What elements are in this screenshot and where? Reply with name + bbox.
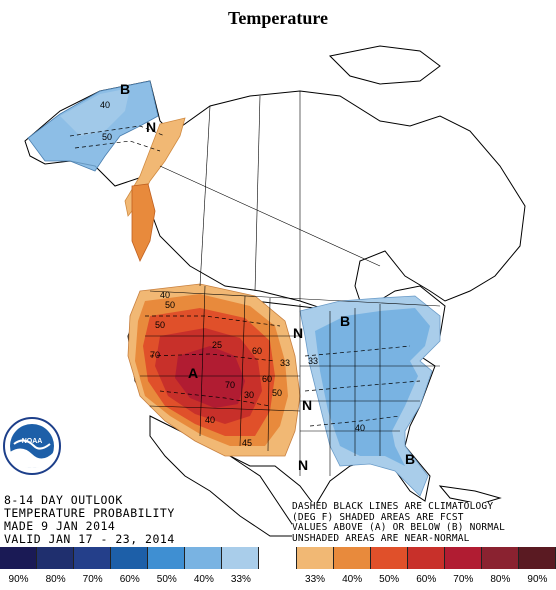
east-n-mid-label: N [302, 397, 312, 413]
west-50a-label: 50 [165, 300, 175, 310]
outlook-line-4: VALID JAN 17 - 23, 2014 [4, 532, 175, 546]
legend-label: 60% [119, 574, 140, 585]
noaa-logo-text: NOAA [22, 438, 43, 445]
noaa-logo: NOAA [3, 417, 61, 475]
legend-swatch [444, 547, 482, 569]
west-60b-label: 60 [252, 346, 262, 356]
legend-swatch [148, 547, 186, 569]
west-a-label: A [188, 365, 198, 381]
legend-label: 70% [453, 574, 474, 585]
legend-swatch [370, 547, 408, 569]
legend-label: 50% [379, 574, 400, 585]
arctic-islands [328, 45, 441, 85]
map-title: Temperature [228, 8, 328, 28]
legend-swatch [518, 547, 556, 569]
west-40-label: 40 [160, 290, 170, 300]
west-70a-label: 70 [150, 350, 160, 360]
legend-swatch [296, 547, 334, 569]
washington-above-region [131, 183, 156, 262]
west-above-80 [175, 346, 245, 408]
legend-label: 80% [45, 574, 66, 585]
outlook-line-2: TEMPERATURE PROBABILITY [4, 506, 175, 520]
outlook-map: B N 40 50 A 40 50 50 70 70 60 60 25 30 5… [24, 45, 526, 537]
east-n-south-label: N [298, 457, 308, 473]
legend-labels: 90% 80% 70% 60% 50% 40% 33% 33% 40% 50% 60% 70% 80% 9… [0, 574, 556, 585]
alaska-b-label: B [120, 81, 130, 97]
legend-swatch [222, 547, 260, 569]
cuba-landmass [438, 485, 502, 505]
alaska-n-label: N [146, 119, 156, 135]
outlook-line-1: 8-14 DAY OUTLOOK [4, 493, 123, 507]
west-50b-label: 50 [155, 320, 165, 330]
notes-line-1: DASHED BLACK LINES ARE CLIMATOLOGY [292, 501, 494, 512]
legend-label: 90% [527, 574, 548, 585]
east-below-40 [315, 308, 430, 466]
west-25-label: 25 [212, 340, 222, 350]
east-40-label: 40 [355, 423, 365, 433]
alaska-40-label: 40 [100, 100, 110, 110]
notes-line-4: UNSHADED AREAS ARE NEAR-NORMAL [292, 532, 470, 544]
probability-legend: 90% 80% 70% 60% 50% 40% 33% 33% 40% 50% 60% 70% 80% 9… [0, 547, 556, 590]
west-60a-label: 60 [262, 374, 272, 384]
legend-swatch [0, 547, 38, 569]
outlook-info: 8-14 DAY OUTLOOK TEMPERATURE PROBABILITY… [4, 494, 175, 546]
legend-swatch [333, 547, 371, 569]
legend-color-bar [0, 547, 556, 569]
legend-label: 70% [82, 574, 103, 585]
west-50c-label: 50 [272, 388, 282, 398]
legend-label: 50% [156, 574, 177, 585]
west-45-label: 45 [242, 438, 252, 448]
legend-label: 33% [305, 574, 326, 585]
west-30-label: 30 [244, 390, 254, 400]
legend-swatch [259, 547, 297, 569]
map-notes: DASHED BLACK LINES ARE CLIMATOLOGY (DEG … [292, 501, 506, 544]
legend-swatch [37, 547, 75, 569]
west-33-label: 33 [280, 358, 290, 368]
east-33-label: 33 [308, 356, 318, 366]
alaska-50-label: 50 [102, 132, 112, 142]
alaska-below-strong [60, 88, 130, 136]
west-40b-label: 40 [205, 415, 215, 425]
notes-line-3: VALUES ABOVE (A) OR BELOW (B) NORMAL [292, 522, 506, 533]
outlook-line-3: MADE 9 JAN 2014 [4, 519, 116, 533]
legend-swatch [74, 547, 112, 569]
legend-swatch [185, 547, 223, 569]
legend-label [259, 574, 296, 585]
west-70b-label: 70 [225, 380, 235, 390]
east-n-top-label: N [293, 325, 303, 341]
legend-swatch [407, 547, 445, 569]
legend-swatch [481, 547, 519, 569]
legend-label: 33% [230, 574, 251, 585]
legend-label: 40% [342, 574, 363, 585]
legend-swatch [111, 547, 149, 569]
legend-label: 90% [8, 574, 29, 585]
notes-line-2: (DEG F) SHADED AREAS ARE FCST [292, 511, 464, 523]
legend-label: 60% [416, 574, 437, 585]
east-b-top-label: B [340, 313, 350, 329]
legend-label: 80% [490, 574, 511, 585]
legend-label: 40% [193, 574, 214, 585]
east-b-bottom-label: B [405, 451, 415, 467]
canada-landmass [139, 90, 526, 312]
